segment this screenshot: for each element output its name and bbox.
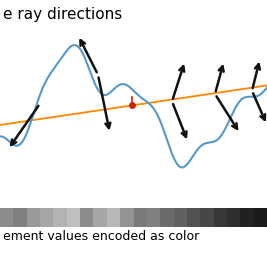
Bar bbox=[147, 209, 160, 227]
Bar bbox=[107, 209, 120, 227]
Bar bbox=[53, 209, 67, 227]
Text: e ray directions: e ray directions bbox=[3, 7, 122, 22]
Bar bbox=[254, 209, 267, 227]
Bar bbox=[160, 209, 174, 227]
Text: ement values encoded as color: ement values encoded as color bbox=[3, 230, 199, 243]
Bar bbox=[0, 209, 13, 227]
Bar bbox=[120, 209, 134, 227]
Bar bbox=[40, 209, 53, 227]
Bar bbox=[13, 209, 27, 227]
Bar bbox=[80, 209, 93, 227]
Bar bbox=[240, 209, 254, 227]
Bar bbox=[93, 209, 107, 227]
Bar bbox=[174, 209, 187, 227]
Bar bbox=[200, 209, 214, 227]
Bar bbox=[187, 209, 200, 227]
Bar bbox=[214, 209, 227, 227]
Bar bbox=[67, 209, 80, 227]
Bar bbox=[27, 209, 40, 227]
Bar bbox=[134, 209, 147, 227]
Bar bbox=[227, 209, 240, 227]
